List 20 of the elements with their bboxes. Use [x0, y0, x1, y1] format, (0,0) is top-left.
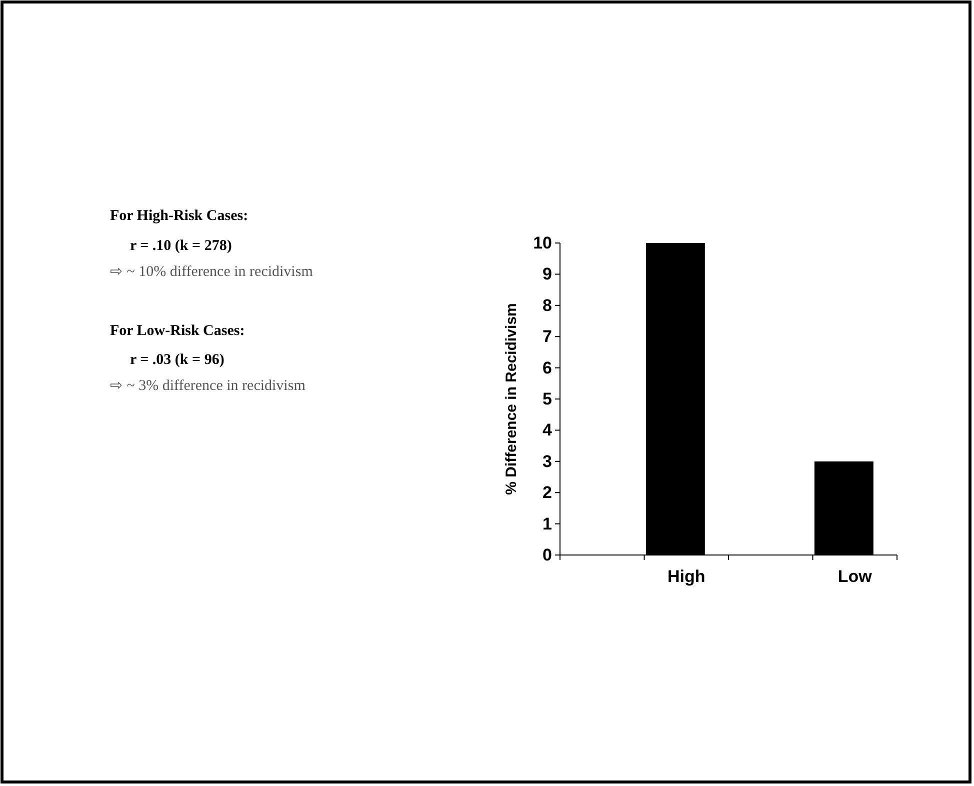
text: ⇨ ~ 3% difference in recidivism [110, 378, 306, 394]
y-tick-label: 9 [542, 264, 552, 284]
y-tick-label: 3 [542, 452, 552, 471]
y-tick-label: 0 [542, 545, 552, 564]
y-tick-label: 1 [542, 514, 552, 534]
text: r = .03 (k = 96) [130, 352, 224, 368]
y-tick-label: 10 [533, 233, 552, 252]
text: For Low-Risk Cases: [110, 323, 245, 339]
y-tick-label: 8 [542, 296, 552, 315]
x-tick-label: High [667, 566, 706, 586]
y-tick-label: 5 [542, 389, 552, 408]
y-tick-label: 4 [542, 420, 553, 440]
y-axis-title: % Difference in Recidivism [503, 303, 520, 495]
y-tick-label: 2 [542, 483, 552, 502]
text: ⇨ ~ 10% difference in recidivism [110, 264, 314, 280]
text: r = .10 (k = 278) [130, 238, 232, 254]
y-tick-label: 7 [542, 327, 552, 346]
x-tick-label: Low [838, 566, 873, 586]
y-tick-label: 6 [542, 358, 552, 378]
text: For High-Risk Cases: [110, 208, 248, 224]
